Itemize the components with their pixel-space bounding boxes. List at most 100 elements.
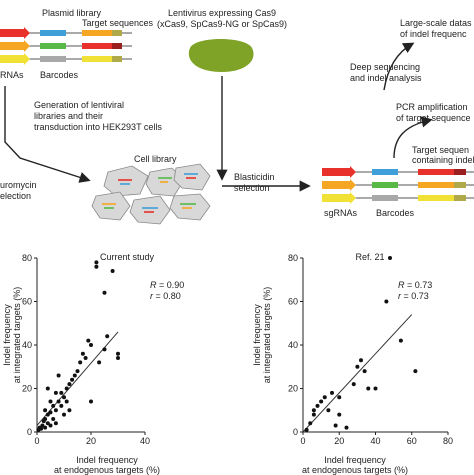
ref21-data-point <box>384 299 389 304</box>
puromycin-label-line2: election <box>0 191 32 201</box>
current-study-data-point <box>39 426 44 431</box>
current-study-data-point <box>102 290 107 295</box>
current-study-data-point <box>102 347 107 352</box>
ref21-x-tick-label: 80 <box>443 436 453 446</box>
current-study-x-tick-label: 20 <box>86 436 96 446</box>
current-study-data-point <box>43 416 48 421</box>
blasticidin-label-line1: Blasticidin <box>234 172 275 182</box>
ref21-data-point <box>398 338 403 343</box>
current-study-data-point <box>45 386 50 391</box>
current-study-data-point <box>43 425 48 430</box>
current-study-data-point <box>51 403 56 408</box>
cell-library-label: Cell library <box>134 154 177 164</box>
plasmid-to-cells-arrow <box>4 86 91 183</box>
ref21-data-point <box>330 390 334 395</box>
current-study-data-point <box>80 351 85 356</box>
ref21-y-tick-label: 60 <box>288 297 298 307</box>
current-study-data-point <box>116 351 120 356</box>
current-study-data-point <box>64 386 69 391</box>
current-study-data-point <box>53 421 58 426</box>
ref21-y-tick-label: 0 <box>293 427 298 437</box>
current-study-data-point <box>64 399 69 404</box>
barcodes-label-right: Barcodes <box>376 208 415 218</box>
current-study-data-point <box>53 408 58 413</box>
ref21-x-tick-label: 20 <box>334 436 344 446</box>
current-study-y-tick-label: 40 <box>22 340 32 350</box>
pcr-label-line2: of target sequence <box>396 113 471 123</box>
current-study-R-stat: R = 0.90 <box>150 280 185 290</box>
current-study-data-point <box>56 373 61 378</box>
generation-label-line2: libraries and their <box>34 111 104 121</box>
current-study-data-point <box>70 377 75 382</box>
ref21-title: Ref. 21 <box>355 252 385 262</box>
current-study-data-point <box>56 399 61 404</box>
current-study-data-point <box>105 334 110 339</box>
ref21-data-point <box>311 412 316 417</box>
target-seq-2 <box>82 43 120 49</box>
current-study-data-point <box>59 390 64 395</box>
current-study-data-point <box>48 410 53 415</box>
ref21-xlabel-line1: Indel frequency <box>324 455 386 465</box>
sgrna-arrow-red <box>0 27 30 39</box>
lentivirus-label-line1: Lentivirus expressing Cas9 <box>167 8 277 18</box>
current-study-data-point <box>67 382 72 387</box>
target-containing-label-line1: Target sequen <box>412 145 470 155</box>
ref21-data-point <box>315 403 320 408</box>
current-study-title: Current study <box>99 252 155 262</box>
ref21-data-point <box>319 399 324 404</box>
current-study-data-point <box>75 369 80 374</box>
pcr-arrow <box>393 116 433 159</box>
current-study-data-point <box>78 360 83 365</box>
ref21-data-point <box>413 369 418 374</box>
ref21-data-point <box>355 364 360 369</box>
pcr-label-line1: PCR amplification <box>396 102 468 112</box>
ref21-R-stat: R = 0.73 <box>398 280 433 290</box>
target-seq-1 <box>82 30 120 36</box>
plasmid-library-label: Plasmid library <box>42 8 102 18</box>
current-study-y-tick-label: 80 <box>22 253 32 263</box>
plasmid-construct-rows <box>0 27 132 65</box>
current-study-data-point <box>83 356 88 361</box>
ref21-data-point <box>359 358 363 363</box>
barcode-green-2 <box>40 43 66 49</box>
ref21-y-tick-label: 80 <box>288 253 298 263</box>
large-dataset-label-line1: Large-scale datas <box>400 18 472 28</box>
generation-label-line1: Generation of lentiviral <box>34 100 125 110</box>
current-study-x-tick-label: 0 <box>34 436 39 446</box>
current-study-data-point <box>89 343 93 347</box>
puromycin-label-line1: uromycin <box>0 180 37 190</box>
ref21-data-point <box>344 425 349 430</box>
ref21-ylabel-line2: at integrated targets (%) <box>262 286 272 384</box>
sgrna-arrow-yellow <box>0 53 30 65</box>
current-study-data-point <box>116 356 120 361</box>
current-study-data-point <box>97 360 102 365</box>
current-study-data-point <box>59 403 64 408</box>
current-study-data-point <box>94 264 99 269</box>
current-study-x-tick-label: 40 <box>140 436 150 446</box>
barcodes-label-left: Barcodes <box>40 70 79 80</box>
ref21-r-stat: r = 0.73 <box>398 291 429 301</box>
ref21-data-point <box>311 408 316 413</box>
current-study-r-stat: r = 0.80 <box>150 291 181 301</box>
ref21-data-point <box>362 369 367 374</box>
large-dataset-label-line2: of indel frequenc <box>400 29 467 39</box>
current-study-data-point <box>67 408 72 413</box>
ref21-x-tick-label: 60 <box>407 436 417 446</box>
sgrnas-label-left: RNAs <box>0 70 24 80</box>
current-study-data-point <box>94 260 99 265</box>
current-study-data-point <box>40 423 45 428</box>
current-study-data-point <box>51 416 56 421</box>
current-study-data-point <box>86 338 91 343</box>
ref21-data-point <box>373 386 378 391</box>
current-study-xlabel-line1: Indel frequency <box>76 455 138 465</box>
current-study-data-point <box>62 395 66 400</box>
ref21-x-tick-label: 0 <box>300 436 305 446</box>
barcode-gray-3 <box>40 56 66 62</box>
current-study-data-point <box>62 412 66 417</box>
current-study-data-point <box>45 421 50 426</box>
ref21-x-tick-label: 40 <box>370 436 380 446</box>
deep-seq-arrow <box>383 42 415 91</box>
ref21-fit-line <box>302 314 413 433</box>
ref21-data-point <box>337 412 342 417</box>
